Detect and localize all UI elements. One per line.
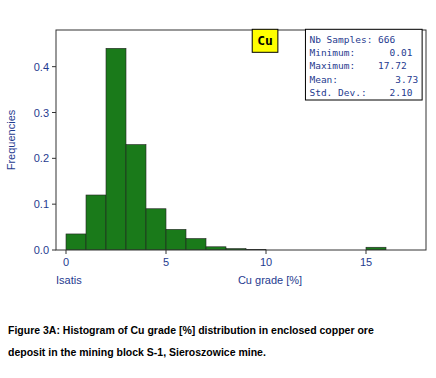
y-tick-label: 0.2 — [34, 152, 49, 164]
histogram-bar — [86, 195, 106, 250]
y-axis-label: Frequencies — [5, 109, 17, 170]
chart-container: 0.0 0.1 0.2 0.3 0.4 0 5 10 15 Frequencies Cu grade… — [0, 0, 436, 378]
stats-box: Nb Samples: 666 Minimum: 0.01 Maximum: 17.… — [305, 29, 422, 100]
stats-line: Mean: 3.73 — [309, 74, 418, 85]
x-axis-label: Cu grade [%] — [238, 274, 302, 286]
chart-svg: 0.0 0.1 0.2 0.3 0.4 0 5 10 15 Frequencies Cu grade… — [0, 0, 436, 378]
stats-line: Std. Dev.: 2.10 — [309, 87, 412, 98]
y-tick-label: 0.0 — [34, 244, 49, 256]
y-tick-label: 0.4 — [34, 61, 49, 73]
figure-caption: Figure 3A: Histogram of Cu grade [%] dis… — [8, 324, 374, 336]
y-tick — [52, 158, 56, 159]
x-tick — [366, 250, 367, 254]
y-tick — [52, 66, 56, 67]
stats-box-frame — [305, 29, 422, 100]
x-tick-label: 10 — [260, 256, 272, 268]
plot-frame — [56, 30, 426, 250]
x-tick — [266, 250, 267, 254]
y-tick-label: 0.1 — [34, 198, 49, 210]
y-tick-label: 0.3 — [34, 107, 49, 119]
x-tick-label: 0 — [63, 256, 69, 268]
y-tick — [52, 204, 56, 205]
y-tick — [52, 250, 56, 251]
y-tick — [52, 112, 56, 113]
element-box: Cu — [252, 29, 278, 52]
histogram-bar — [166, 229, 186, 250]
x-tick-label: 5 — [163, 256, 169, 268]
stats-line: Maximum: 17.72 — [309, 60, 406, 71]
element-label: Cu — [257, 33, 273, 48]
histogram-bar — [106, 48, 126, 250]
histogram-bar — [126, 145, 146, 250]
stats-line: Minimum: 0.01 — [309, 47, 412, 58]
histogram-bar — [66, 234, 86, 250]
x-axis: 0 5 10 15 — [63, 250, 372, 268]
x-tick — [166, 250, 167, 254]
stats-line: Nb Samples: 666 — [309, 34, 395, 45]
element-box-frame — [252, 29, 278, 52]
x-tick-label: 15 — [360, 256, 372, 268]
software-label: Isatis — [56, 274, 82, 286]
figure-caption: deposit in the mining block S-1, Sierosz… — [8, 346, 266, 358]
x-tick — [66, 250, 67, 254]
histogram-bar — [146, 209, 166, 250]
histogram-bar — [186, 239, 206, 250]
y-axis: 0.0 0.1 0.2 0.3 0.4 — [34, 61, 56, 256]
